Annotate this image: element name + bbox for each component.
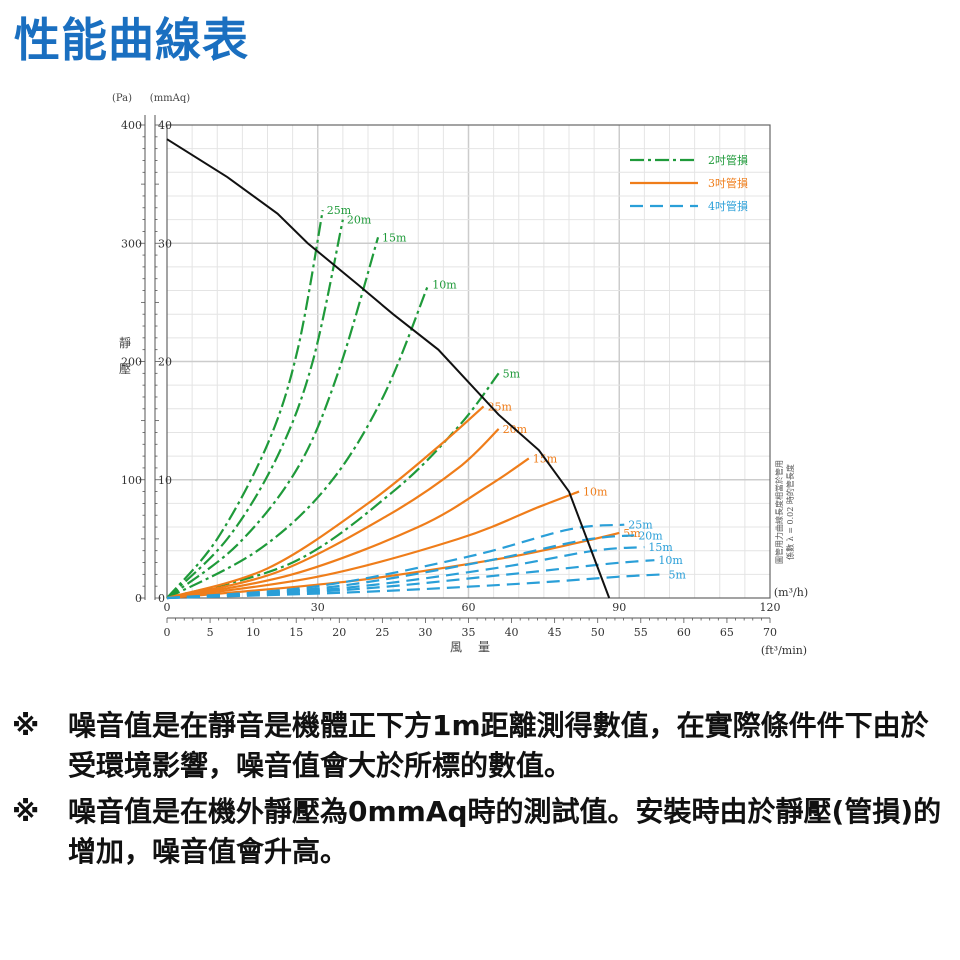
x-tick-label-cfm: 20 <box>332 626 346 639</box>
y-tick-label-pa: 0 <box>135 592 142 605</box>
series-line-3in-15m <box>166 457 530 600</box>
x-tick-label-cfm: 30 <box>418 626 432 639</box>
y-tick-label-mmaq: 40 <box>158 119 172 132</box>
series-label-4in: 25m <box>628 519 653 532</box>
series-line-4in-10m <box>166 559 655 600</box>
series-label-3in: 10m <box>583 486 608 499</box>
y-tick-label-pa: 200 <box>121 356 142 369</box>
y-tick-label-pa: 300 <box>121 237 142 250</box>
series-line-2in-10m <box>166 284 430 599</box>
note-text: 噪音值是在靜音是機體正下方1m距離測得數值，在實際條件件下由於受環境影響，噪音值… <box>68 709 929 782</box>
series-line-2in-25m <box>166 209 324 599</box>
x-tick-label-cfm: 5 <box>207 626 214 639</box>
x-tick-label-cfm: 10 <box>246 626 260 639</box>
series-label-4in: 20m <box>638 529 663 542</box>
y-unit-pa: (Pa) <box>112 93 132 104</box>
note-mark: ※ <box>12 795 40 828</box>
y-tick-label-pa: 400 <box>121 119 142 132</box>
x-axis-label-char: 風 <box>450 640 462 654</box>
x-tick-label-cfm: 15 <box>289 626 303 639</box>
y-axis-label-char: 靜 <box>119 336 131 350</box>
x-tick-label-cfm: 50 <box>591 626 605 639</box>
series-line-2in-20m <box>166 219 344 599</box>
y-unit-mmaq: (mmAq) <box>150 93 190 104</box>
x-tick-label-cfm: 40 <box>505 626 519 639</box>
y-tick-label-mmaq: 0 <box>158 592 165 605</box>
series-line-3in-20m <box>166 428 500 600</box>
note-mark: ※ <box>12 709 40 742</box>
x-tick-label-cfm: 65 <box>720 626 734 639</box>
side-note-text: 係數 λ = 0.02 時的管長度 <box>785 464 795 560</box>
page-title: 性能曲線表 <box>14 13 249 67</box>
note-text: 噪音值是在機外靜壓為0mmAq時的測試值。安裝時由於靜壓(管損)的增加，噪音值會… <box>68 795 942 868</box>
y-tick-label-mmaq: 30 <box>158 237 172 250</box>
series-label-2in: 25m <box>327 204 352 217</box>
x-tick-label-m3h: 60 <box>462 601 476 614</box>
x-tick-label-m3h: 120 <box>760 601 781 614</box>
fan-performance-curve <box>166 138 611 599</box>
x-tick-label-cfm: 60 <box>677 626 691 639</box>
series-line-2in-5m <box>166 372 500 600</box>
series-label-2in: 10m <box>432 279 457 292</box>
series-line-3in-10m <box>166 490 580 600</box>
x-tick-label-cfm: 55 <box>634 626 648 639</box>
notes: ※ 噪音值是在靜音是機體正下方1m距離測得數值，在實際條件件下由於受環境影響，噪音… <box>12 706 952 878</box>
series-line-3in-25m <box>166 405 485 600</box>
x-tick-label-cfm: 35 <box>462 626 476 639</box>
legend-label: 3吋管損 <box>708 176 748 190</box>
plot-frame <box>166 124 771 599</box>
y-axis-label-char: 壓 <box>119 362 131 376</box>
x-tick-label-cfm: 70 <box>763 626 777 639</box>
series-line-3in-5m <box>166 531 620 600</box>
x-tick-label-cfm: 25 <box>375 626 389 639</box>
series-label-4in: 15m <box>648 541 673 554</box>
series-label-2in: 5m <box>503 367 521 380</box>
series-label-2in: 20m <box>347 214 372 227</box>
series-label-4in: 5m <box>668 568 686 581</box>
y-tick-label-mmaq: 20 <box>158 356 172 369</box>
note-1: ※ 噪音值是在靜音是機體正下方1m距離測得數值，在實際條件件下由於受環境影響，噪音… <box>12 706 952 786</box>
x-tick-label-cfm: 45 <box>548 626 562 639</box>
side-note-text: 圖管用力曲線長度相當於管用 <box>774 460 784 564</box>
series-line-2in-15m <box>166 237 380 599</box>
x-unit-cfm: (ft³/min) <box>761 644 807 657</box>
note-2: ※ 噪音值是在機外靜壓為0mmAq時的測試值。安裝時由於靜壓(管損)的增加，噪音值… <box>12 792 952 872</box>
x-unit-m3h: (m³/h) <box>774 586 808 599</box>
legend-label: 4吋管損 <box>708 199 748 213</box>
x-tick-label-cfm: 0 <box>164 626 171 639</box>
legend-label: 2吋管損 <box>708 153 748 167</box>
series-line-4in-5m <box>166 573 665 600</box>
x-axis-label-char: 量 <box>478 640 490 654</box>
series-label-2in: 15m <box>382 231 407 244</box>
x-tick-label-m3h: 90 <box>612 601 626 614</box>
y-tick-label-mmaq: 10 <box>158 474 172 487</box>
series-label-4in: 10m <box>658 554 683 567</box>
y-tick-label-pa: 100 <box>121 474 142 487</box>
x-tick-label-m3h: 30 <box>311 601 325 614</box>
x-tick-label-m3h: 0 <box>164 601 171 614</box>
